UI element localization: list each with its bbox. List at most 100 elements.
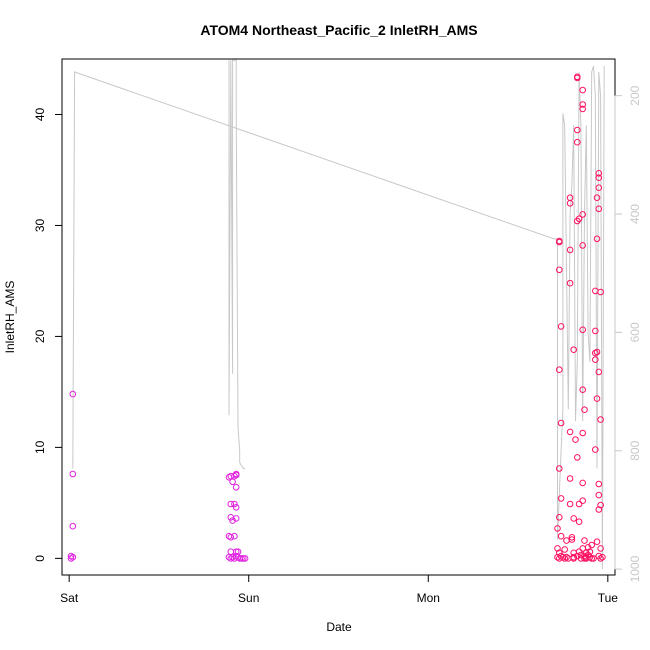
- data-point: [566, 200, 574, 207]
- data-point: [579, 242, 587, 249]
- data-point: [566, 279, 574, 287]
- data-point: [595, 184, 603, 191]
- data-point: [581, 406, 588, 414]
- data-point: [575, 548, 583, 556]
- data-point: [579, 86, 587, 94]
- data-point: [557, 419, 565, 427]
- data-point: [227, 534, 235, 541]
- data-point: [563, 537, 570, 544]
- data-point: [597, 501, 604, 509]
- data-point: [593, 235, 601, 243]
- data-point: [229, 517, 236, 524]
- right-axis-line-1: [228, 59, 246, 469]
- data-point: [581, 555, 588, 562]
- data-point: [556, 514, 563, 521]
- data-point: [577, 551, 585, 559]
- y-tick-label: 20: [33, 329, 47, 343]
- data-point: [566, 500, 574, 508]
- data-point: [583, 549, 590, 557]
- data-point: [579, 105, 587, 113]
- data-point: [579, 497, 587, 505]
- plot-frame: [61, 58, 616, 576]
- x-tick-label: Mon: [417, 591, 440, 605]
- data-point: [590, 555, 597, 562]
- data-point: [570, 346, 578, 354]
- data-point: [581, 537, 588, 544]
- y2-tick-label: 200: [628, 85, 642, 105]
- data-point: [595, 205, 603, 213]
- data-point: [595, 480, 603, 488]
- data-point: [227, 548, 235, 556]
- data-point: [566, 475, 574, 482]
- data-point: [554, 525, 561, 532]
- data-point: [232, 484, 240, 491]
- data-point: [574, 454, 581, 461]
- data-point: [579, 479, 587, 487]
- data-point: [579, 211, 587, 218]
- data-point: [231, 532, 238, 540]
- data-point: [593, 194, 601, 201]
- data-point: [597, 288, 604, 296]
- data-point: [579, 326, 587, 334]
- data-point: [592, 327, 599, 335]
- y-axis-label: InletRH_AMS: [3, 281, 17, 354]
- y2-axis: 200 400 600 800 1000: [614, 85, 642, 582]
- data-point: [593, 538, 601, 546]
- data-point: [575, 518, 583, 526]
- data-point: [227, 555, 235, 562]
- data-point: [554, 545, 561, 552]
- data-point: [592, 356, 599, 364]
- data-point: [575, 500, 583, 508]
- x-axis-label: Date: [326, 620, 352, 634]
- y-tick-label: 10: [33, 440, 47, 454]
- data-point: [566, 246, 574, 254]
- y2-tick-label: 800: [628, 440, 642, 460]
- data-point: [556, 266, 563, 274]
- data-point: [579, 386, 587, 394]
- data-point: [592, 446, 599, 453]
- data-point: [241, 555, 249, 562]
- data-point: [579, 429, 587, 437]
- data-point: [561, 546, 569, 553]
- y2-tick-label: 1000: [628, 555, 642, 582]
- x-tick-label: Sun: [238, 591, 259, 605]
- data-point: [593, 348, 601, 356]
- data-point: [238, 555, 245, 562]
- data-point: [557, 495, 565, 502]
- y-tick-label: 30: [33, 218, 47, 232]
- y-axis: 0 10 20 30 40: [33, 107, 63, 562]
- data-point: [563, 553, 570, 561]
- data-point: [595, 174, 603, 181]
- data-point: [568, 536, 576, 543]
- data-point: [593, 395, 601, 402]
- data-point: [572, 436, 579, 443]
- data-point: [570, 515, 578, 522]
- data-point: [565, 555, 572, 562]
- data-point: [227, 514, 235, 521]
- data-point: [69, 390, 77, 398]
- data-point: [556, 238, 563, 246]
- data-point: [557, 532, 565, 540]
- data-point: [556, 366, 563, 374]
- data-point: [566, 194, 574, 201]
- x-axis: Sat Sun Mon Tue: [60, 574, 618, 605]
- chart-title: ATOM4 Northeast_Pacific_2 InletRH_AMS: [200, 22, 477, 38]
- data-point: [597, 555, 604, 562]
- data-point: [595, 170, 603, 177]
- data-point: [588, 555, 596, 562]
- data-point: [579, 101, 587, 108]
- data-point: [599, 553, 606, 561]
- data-point: [574, 126, 581, 134]
- data-point: [556, 465, 563, 472]
- data-point: [568, 534, 576, 541]
- data-point: [566, 428, 574, 436]
- data-points: [67, 73, 606, 562]
- data-point: [69, 553, 77, 561]
- data-point: [595, 368, 603, 376]
- data-point: [232, 515, 240, 522]
- y-tick-label: 0: [33, 555, 47, 562]
- data-point: [586, 548, 594, 556]
- y2-tick-label: 400: [628, 204, 642, 224]
- data-point: [232, 504, 240, 511]
